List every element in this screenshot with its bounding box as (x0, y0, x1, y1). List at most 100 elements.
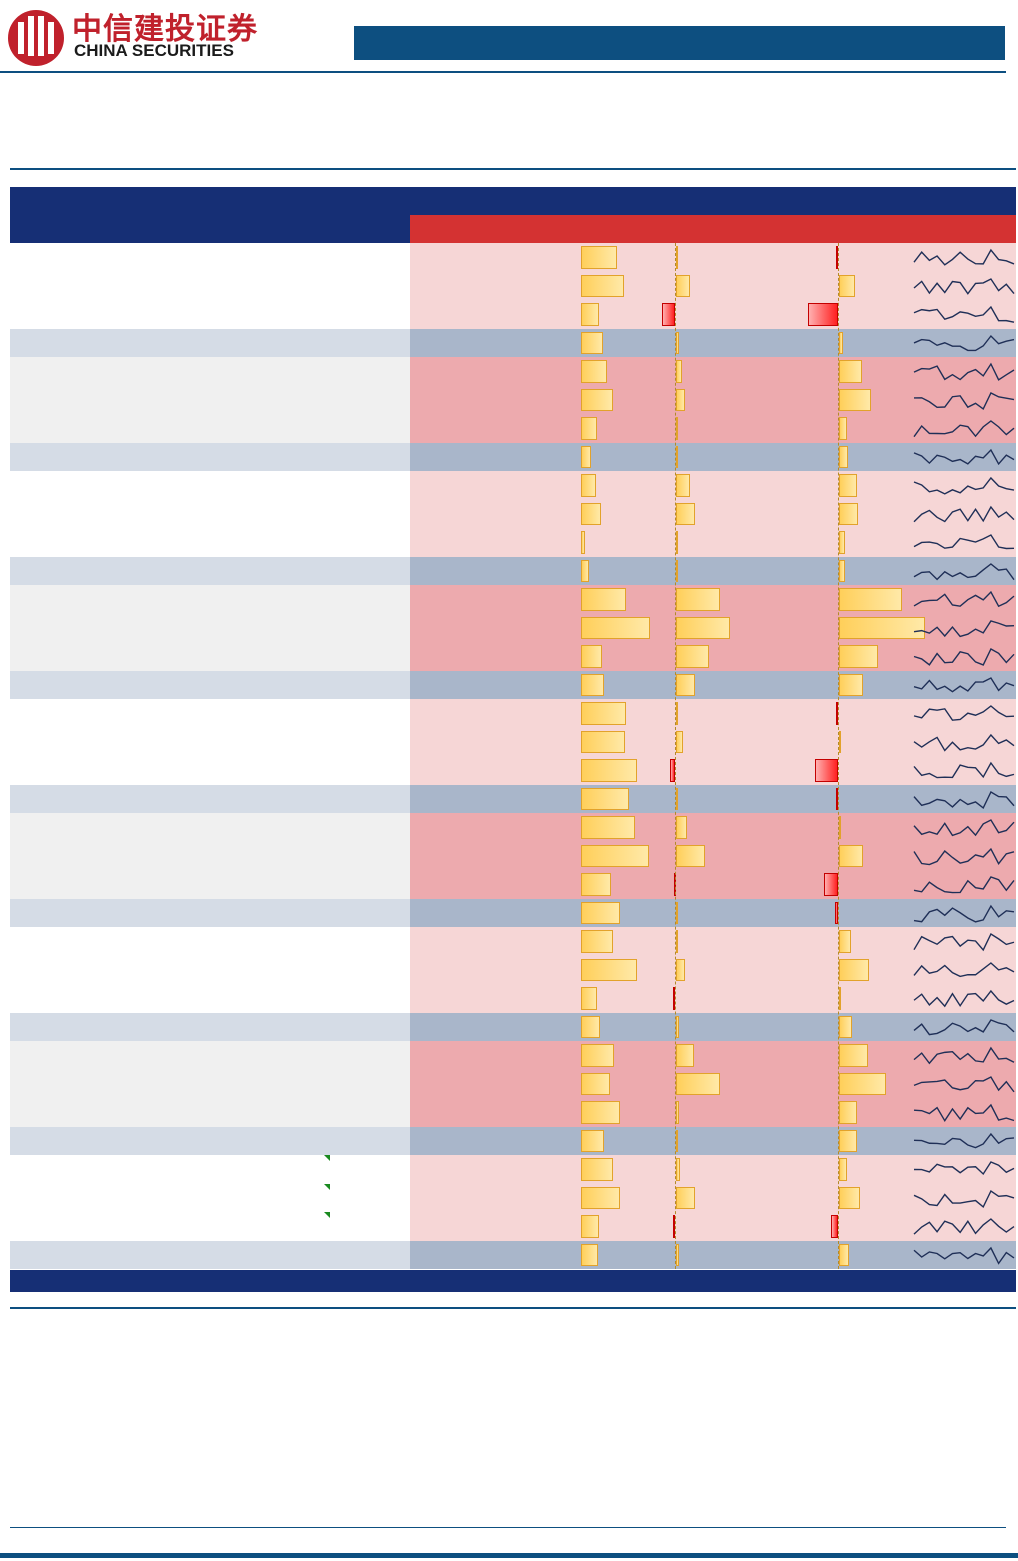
value-bar (581, 1158, 613, 1181)
value-bar (581, 901, 620, 924)
value-bar (676, 730, 683, 753)
summary-row-data (410, 1012, 1016, 1041)
value-bar (676, 531, 679, 554)
value-bar (676, 388, 685, 411)
sparkline (913, 705, 1015, 721)
value-bar (581, 360, 607, 383)
value-bar (839, 730, 841, 753)
value-bar (815, 759, 838, 782)
value-bar (581, 502, 601, 525)
row-label-block (10, 357, 410, 443)
value-bar (581, 331, 603, 354)
value-bar (581, 1243, 598, 1266)
value-bar (581, 787, 629, 810)
value-bar (839, 1158, 847, 1181)
value-bar (669, 759, 675, 782)
value-bar (839, 1044, 868, 1067)
value-bar (839, 474, 857, 497)
sparkline (913, 476, 1015, 495)
value-bar (581, 702, 626, 725)
value-bar (581, 645, 602, 668)
sparkline (913, 1218, 1015, 1235)
row-label-block (10, 243, 410, 329)
summary-row-data (410, 1126, 1016, 1155)
brand-name-en: CHINA SECURITIES (74, 41, 234, 60)
row-label-block (10, 1155, 410, 1241)
value-bar (581, 1186, 620, 1209)
value-bar (676, 616, 730, 639)
value-bar (839, 1129, 857, 1152)
sparkline (913, 1189, 1015, 1208)
summary-row-data (410, 784, 1016, 813)
sparkline (913, 876, 1015, 894)
value-bar (581, 588, 626, 611)
row-label-block (10, 699, 410, 785)
sparkline (913, 676, 1015, 693)
summary-row-label (10, 898, 410, 927)
summary-row-label (10, 556, 410, 585)
china-securities-logo (4, 4, 294, 68)
value-bar (839, 388, 871, 411)
value-bar (835, 901, 838, 924)
summary-row-data (410, 898, 1016, 927)
value-bar (581, 930, 613, 953)
value-bar (581, 1072, 610, 1095)
value-bar (839, 844, 863, 867)
section-rule-mid (10, 1307, 1016, 1309)
value-bar (676, 958, 685, 981)
value-bar (581, 474, 596, 497)
value-bar (676, 1243, 680, 1266)
value-bar (839, 588, 902, 611)
sparkline (913, 1018, 1015, 1035)
footer-bar (0, 1553, 1018, 1558)
value-bar (581, 303, 599, 326)
value-bar (581, 1215, 599, 1238)
value-bar (676, 1129, 678, 1152)
value-bar (676, 360, 682, 383)
value-bar (836, 702, 838, 725)
value-bar (839, 445, 848, 468)
sparkline (913, 334, 1015, 351)
value-bar (839, 1015, 852, 1038)
sparkline (913, 619, 1015, 637)
row-label-block (10, 471, 410, 557)
sparkline (913, 1075, 1015, 1092)
value-bar (581, 844, 649, 867)
value-bar (581, 1015, 600, 1038)
row-data-block (410, 471, 1016, 557)
value-bar (581, 559, 589, 582)
summary-row-data (410, 442, 1016, 471)
value-bar (676, 246, 678, 269)
value-bar (676, 816, 687, 839)
summary-row-label (10, 442, 410, 471)
value-bar (676, 502, 695, 525)
value-bar (581, 759, 637, 782)
value-bar (676, 673, 695, 696)
value-bar (676, 474, 691, 497)
value-bar (839, 616, 925, 639)
value-bar (839, 1243, 849, 1266)
sparkline (913, 391, 1015, 410)
section-rule-top (10, 168, 1016, 170)
sparkline (913, 448, 1015, 465)
value-bar (581, 417, 597, 440)
value-bar (839, 1072, 886, 1095)
sparkline (913, 420, 1015, 438)
sparkline (913, 790, 1015, 809)
value-bar (676, 559, 678, 582)
sparkline (913, 534, 1015, 550)
sparkline (913, 305, 1015, 323)
value-bar (831, 1215, 838, 1238)
value-bar (808, 303, 838, 326)
table-footer (10, 1270, 1016, 1292)
value-bar (839, 559, 845, 582)
value-bar (581, 873, 611, 896)
row-label-block (10, 927, 410, 1013)
value-bar (581, 673, 604, 696)
value-bar (676, 1158, 681, 1181)
value-bar (839, 673, 863, 696)
sparkline (913, 733, 1015, 752)
sparkline (913, 761, 1015, 779)
value-bar (839, 531, 845, 554)
